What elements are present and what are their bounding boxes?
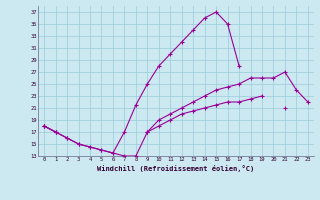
X-axis label: Windchill (Refroidissement éolien,°C): Windchill (Refroidissement éolien,°C) — [97, 165, 255, 172]
